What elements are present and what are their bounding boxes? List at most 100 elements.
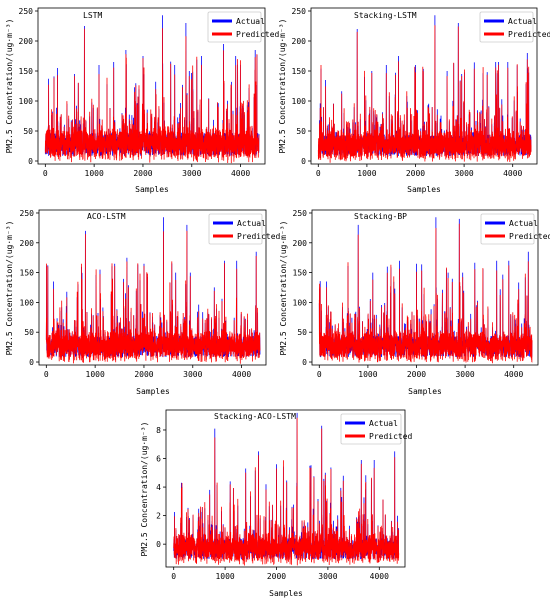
- y-tick-label: 0: [28, 157, 33, 166]
- x-tick-label: 1000: [85, 169, 104, 178]
- ylabel-lstm: PM2.5 Concentration/(ug·m⁻³): [5, 19, 14, 154]
- legend-label-predicted: Predicted: [509, 232, 550, 241]
- x-tick-label: 4000: [232, 370, 251, 379]
- axes-frame: [37, 7, 266, 165]
- ylabel-aco-lstm: PM2.5 Concentration/(ug·m⁻³): [5, 221, 14, 356]
- x-tick-label: 3000: [455, 370, 474, 379]
- x-tick-label: 3000: [454, 169, 473, 178]
- y-tick-label: 250: [293, 209, 308, 218]
- y-tick-label: 50: [296, 127, 306, 136]
- x-tick-label: 0: [43, 169, 48, 178]
- y-tick-label: 2: [156, 512, 161, 521]
- x-tick-label: 2000: [406, 169, 425, 178]
- title-stacking-bp: Stacking-BP: [354, 212, 407, 221]
- y-tick-label: 150: [293, 269, 308, 278]
- title-stacking-aco-lstm: Stacking-ACO-LSTM: [214, 412, 296, 421]
- y-tick-label: 250: [292, 7, 307, 16]
- legend-stacking-aco-lstm: Actual Predicted: [340, 413, 413, 445]
- legend-aco-lstm: Actual Predicted: [208, 213, 281, 245]
- plot-area-aco-lstm: [45, 217, 261, 364]
- legend-label-predicted: Predicted: [369, 432, 413, 441]
- axes-frame: [311, 209, 539, 366]
- series-line-predicted: [45, 230, 261, 364]
- y-tick-label: 4: [156, 483, 161, 492]
- title-stacking-lstm: Stacking-LSTM: [354, 11, 417, 20]
- subplot-lstm: PM2.5 Concentration/(ug·m⁻³) Samples LST…: [5, 7, 280, 194]
- series-line-predicted: [317, 25, 532, 163]
- title-lstm: LSTM: [83, 11, 102, 20]
- y-tick-label: 150: [292, 67, 307, 76]
- legend-label-predicted: Predicted: [236, 30, 280, 39]
- y-tick-label: 0: [29, 358, 34, 367]
- axes-frame: [165, 409, 406, 568]
- x-tick-label: 3000: [183, 370, 202, 379]
- x-tick-label: 3000: [182, 169, 201, 178]
- y-tick-label: 50: [23, 127, 33, 136]
- legend-stacking-bp: Actual Predicted: [480, 213, 550, 245]
- x-tick-label: 2000: [133, 169, 152, 178]
- subplot-stacking-bp: PM2.5 Concentration/(ug·m⁻³) Samples Sta…: [279, 209, 550, 396]
- x-tick-label: 0: [317, 370, 322, 379]
- y-tick-label: 0: [302, 358, 307, 367]
- legend-label-actual: Actual: [508, 17, 537, 26]
- y-tick-label: 100: [293, 298, 308, 307]
- series-line-predicted: [173, 417, 400, 566]
- ylabel-stacking-bp: PM2.5 Concentration/(ug·m⁻³): [279, 221, 288, 356]
- xlabel-stacking-bp: Samples: [408, 387, 442, 396]
- x-tick-label: 1000: [358, 370, 377, 379]
- y-tick-label: 200: [20, 239, 35, 248]
- x-tick-label: 1000: [215, 572, 234, 581]
- y-tick-label: 150: [20, 269, 35, 278]
- axes-frame: [310, 7, 538, 165]
- x-tick-label: 3000: [318, 572, 337, 581]
- y-tick-label: 0: [156, 540, 161, 549]
- y-tick-label: 200: [19, 37, 34, 46]
- y-tick-label: 150: [19, 67, 34, 76]
- y-tick-label: 6: [156, 455, 161, 464]
- legend-stacking-lstm: Actual Predicted: [479, 11, 550, 43]
- x-tick-label: 1000: [86, 370, 105, 379]
- plot-area-stacking-bp: [318, 217, 533, 364]
- x-tick-label: 2000: [407, 370, 426, 379]
- x-tick-label: 4000: [503, 169, 522, 178]
- x-tick-label: 0: [171, 572, 176, 581]
- y-tick-label: 200: [293, 239, 308, 248]
- y-tick-label: 0: [301, 157, 306, 166]
- y-tick-label: 250: [20, 209, 35, 218]
- series-line-predicted: [44, 28, 260, 164]
- ylabel-stacking-aco-lstm: PM2.5 Concentration/(ug·m⁻³): [140, 422, 149, 557]
- x-tick-label: 1000: [357, 169, 376, 178]
- xlabel-aco-lstm: Samples: [136, 387, 170, 396]
- x-tick-label: 0: [316, 169, 321, 178]
- y-tick-label: 200: [292, 37, 307, 46]
- legend-lstm: Actual Predicted: [207, 11, 280, 43]
- subplot-stacking-aco-lstm: PM2.5 Concentration/(ug·m⁻³) Samples Sta…: [140, 409, 413, 598]
- xlabel-stacking-aco-lstm: Samples: [269, 589, 303, 598]
- x-tick-label: 0: [44, 370, 49, 379]
- legend-label-actual: Actual: [369, 419, 398, 428]
- ylabel-stacking-lstm: PM2.5 Concentration/(ug·m⁻³): [278, 19, 287, 154]
- legend-label-predicted: Predicted: [508, 30, 550, 39]
- x-tick-label: 4000: [370, 572, 389, 581]
- series-line-predicted: [318, 223, 533, 364]
- y-tick-label: 100: [292, 97, 307, 106]
- x-tick-label: 2000: [134, 370, 153, 379]
- y-tick-label: 50: [297, 328, 307, 337]
- y-tick-label: 8: [156, 426, 161, 435]
- y-tick-label: 50: [24, 328, 34, 337]
- plot-area-stacking-lstm: [317, 15, 532, 163]
- legend-label-predicted: Predicted: [237, 232, 281, 241]
- axes-frame: [38, 209, 267, 366]
- subplot-aco-lstm: PM2.5 Concentration/(ug·m⁻³) Samples ACO…: [5, 209, 281, 396]
- x-tick-label: 4000: [231, 169, 250, 178]
- y-tick-label: 100: [19, 97, 34, 106]
- plot-area-stacking-aco-lstm: [173, 412, 400, 566]
- plot-area-lstm: [44, 15, 260, 164]
- legend-label-actual: Actual: [236, 17, 265, 26]
- title-aco-lstm: ACO-LSTM: [87, 212, 126, 221]
- y-tick-label: 250: [19, 7, 34, 16]
- xlabel-lstm: Samples: [135, 185, 169, 194]
- x-tick-label: 4000: [504, 370, 523, 379]
